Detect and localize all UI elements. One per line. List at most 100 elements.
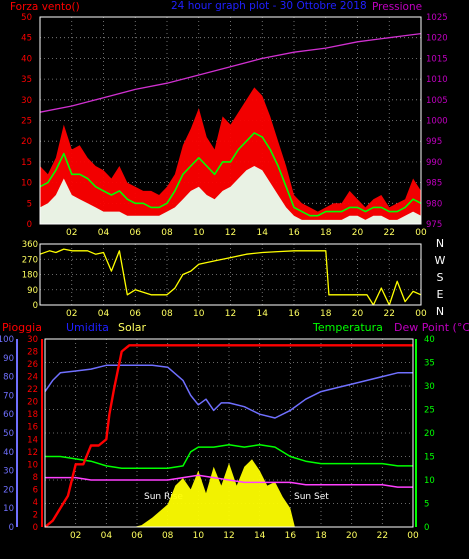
sun-set-label: Sun Set [294, 492, 329, 502]
pressure-y-tick-label: 975 [426, 220, 442, 230]
wind-y-tick-label: 25 [21, 117, 32, 127]
humidity-y-tick-label: 30 [3, 467, 14, 477]
wind-average-line [39, 132, 422, 217]
pressure-y-tick-label: 1015 [426, 54, 448, 64]
humidity-y-tick-label: 0 [9, 523, 14, 533]
wind-y-tick-label: 0 [27, 220, 32, 230]
direction-y-tick-label: 360 [22, 240, 38, 250]
direction-panel-x-tick-label: 00 [415, 309, 427, 319]
wind-panel-x-tick-label: 22 [384, 228, 395, 238]
rain-y-tick-label: 24 [27, 373, 38, 383]
weather-panel-x-tick-label: 00 [407, 531, 419, 541]
compass-label: W [435, 254, 446, 267]
wind-panel-x-tick-label: 20 [352, 228, 364, 238]
weather-panel-x-tick-label: 02 [70, 531, 81, 541]
temperature-y-tick-label: 30 [424, 382, 435, 392]
weather-panel-x-tick-label: 16 [285, 531, 297, 541]
wind-panel-x-tick-label: 12 [225, 228, 236, 238]
wind-y-tick-label: 10 [21, 179, 32, 189]
direction-panel-x-tick-label: 12 [225, 309, 236, 319]
wind-y-tick-label: 5 [27, 199, 32, 209]
chart-marks: 02 04 06 08 10 12 14 16 18 20 22 000510152025303540… [0, 13, 448, 541]
weather-panel-x-tick-label: 10 [193, 531, 205, 541]
direction-panel-x-tick-label: 18 [320, 309, 332, 319]
temperature-y-tick-label: 35 [424, 359, 435, 369]
pressure-y-tick-label: 985 [426, 179, 442, 189]
humidity-y-tick-label: 70 [3, 391, 14, 401]
wind-y-tick-label: 45 [21, 34, 32, 44]
rain-y-tick-label: 2 [33, 510, 38, 520]
wind-y-tick-label: 15 [21, 158, 32, 168]
temperature-y-tick-label: 0 [424, 523, 429, 533]
wind-y-tick-label: 50 [21, 13, 32, 23]
rain-y-tick-label: 28 [27, 348, 38, 358]
rain-y-tick-label: 6 [33, 485, 38, 495]
direction-y-tick-label: 90 [27, 286, 38, 296]
wind-y-tick-label: 20 [21, 137, 32, 147]
sun-rise-label: Sun Rise [144, 492, 183, 502]
rain-y-tick-label: 10 [27, 460, 38, 470]
wind-panel-x-tick-label: 02 [66, 228, 77, 238]
temperature-y-tick-label: 20 [424, 429, 435, 439]
rain-y-tick-label: 4 [33, 498, 38, 508]
weather-panel-x-tick-label: 22 [377, 531, 388, 541]
wind-y-tick-label: 30 [21, 96, 32, 106]
weather-panel-x-tick-label: 14 [254, 531, 266, 541]
wind-panel-x-tick-label: 04 [98, 228, 110, 238]
compass-label: S [437, 271, 444, 284]
direction-panel-x-tick-label: 04 [98, 309, 110, 319]
temperature-y-tick-label: 40 [424, 335, 435, 345]
pressure-y-tick-label: 1005 [426, 96, 448, 106]
rain-y-tick-label: 16 [27, 423, 38, 433]
humidity-line [44, 364, 413, 419]
direction-panel-x-tick-label: 16 [288, 309, 300, 319]
wind-axis-title: Forza vento() [10, 1, 80, 13]
wind-panel-x-tick-label: 06 [130, 228, 142, 238]
wind-y-tick-label: 35 [21, 75, 32, 85]
wind-gust-area [40, 87, 421, 225]
humidity-y-tick-label: 50 [3, 429, 14, 439]
dewpoint-axis-title: Dew Point (°C) [394, 321, 469, 334]
wind-panel-x-tick-label: 18 [320, 228, 332, 238]
temperature-line [45, 444, 413, 470]
rain-y-tick-label: 18 [27, 410, 38, 420]
pressure-line [39, 32, 422, 113]
humidity-y-tick-label: 80 [3, 373, 14, 383]
compass-label: N [436, 237, 444, 250]
temperature-y-tick-label: 25 [424, 406, 435, 416]
weather-panel-x-tick-label: 06 [131, 531, 143, 541]
humidity-y-tick-label: 60 [3, 410, 14, 420]
direction-y-tick-label: 180 [22, 271, 38, 281]
pressure-y-tick-label: 1000 [426, 117, 448, 127]
wind-panel-frame [39, 16, 422, 225]
direction-panel-x-tick-label: 22 [384, 309, 395, 319]
direction-panel-x-tick-label: 08 [161, 309, 173, 319]
rain-y-tick-label: 30 [27, 335, 38, 345]
humidity-axis-title: Umidita [66, 321, 109, 334]
dewpoint-line [45, 474, 413, 488]
humidity-y-tick-label: 20 [3, 485, 14, 495]
rain-y-tick-label: 0 [33, 523, 38, 533]
direction-panel-x-tick-label: 02 [66, 309, 77, 319]
rain-y-tick-label: 14 [27, 435, 38, 445]
weather-panel-x-tick-label: 18 [315, 531, 327, 541]
rain-axis-title: Pioggia [2, 321, 42, 334]
solar-area [45, 459, 413, 527]
humidity-y-tick-label: 10 [3, 504, 14, 514]
rain-line [44, 344, 413, 528]
humidity-y-tick-label: 100 [0, 335, 14, 345]
direction-y-tick-label: 0 [33, 301, 38, 311]
humidity-y-tick-label: 90 [3, 354, 14, 364]
humidity-y-tick-label: 40 [3, 448, 14, 458]
solar-axis-title: Solar [118, 321, 147, 334]
direction-panel-x-tick-label: 10 [193, 309, 205, 319]
temperature-y-tick-label: 10 [424, 476, 435, 486]
wind-panel-x-tick-label: 10 [193, 228, 205, 238]
direction-y-tick-label: 270 [22, 255, 38, 265]
wind-minimum-area [40, 166, 421, 224]
wind-panel-x-tick-label: 14 [257, 228, 269, 238]
chart-title: 24 hour graph plot - 30 Ottobre 2018 [171, 0, 367, 12]
direction-panel-x-tick-label: 14 [257, 309, 269, 319]
weather-panel-x-tick-label: 20 [346, 531, 358, 541]
